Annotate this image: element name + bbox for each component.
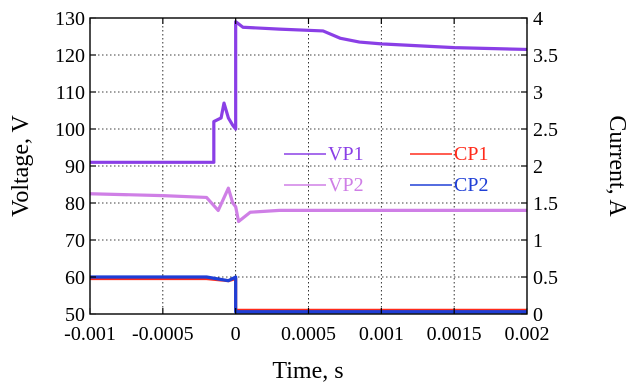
x-tick-label: 0.001 bbox=[359, 323, 404, 345]
x-tick-label: 0.0005 bbox=[281, 323, 336, 345]
series-line-vp2 bbox=[89, 186, 527, 224]
y-left-tick-label: 110 bbox=[56, 82, 85, 104]
x-tick-label: -0.0005 bbox=[132, 323, 194, 345]
y-left-tick-label: 50 bbox=[65, 304, 85, 326]
y-right-tick-label: 1 bbox=[533, 230, 543, 252]
x-tick-label: -0.001 bbox=[64, 323, 116, 345]
y-right-tick-label: 0.5 bbox=[533, 267, 558, 289]
axis-ticks bbox=[89, 17, 528, 315]
x-axis-label: Time, s bbox=[272, 358, 343, 384]
tick-labels: -0.001 -0.0005 0 0.0005 0.001 0.0015 0.002 50 60… bbox=[55, 8, 558, 345]
grid-lines bbox=[90, 18, 527, 314]
y-right-tick-label: 1.5 bbox=[533, 193, 558, 215]
y-right-tick-label: 4 bbox=[533, 8, 543, 30]
x-tick-label: 0.002 bbox=[505, 323, 550, 345]
legend-label-cp2: CP2 bbox=[454, 174, 488, 196]
x-tick-label: 0.0015 bbox=[427, 323, 482, 345]
y-left-tick-label: 130 bbox=[55, 8, 85, 30]
y-right-axis-label: Current, A bbox=[604, 115, 630, 217]
y-left-tick-label: 60 bbox=[65, 267, 85, 289]
y-right-tick-label: 0 bbox=[533, 304, 543, 326]
y-left-tick-label: 90 bbox=[65, 156, 85, 178]
legend-label-vp1: VP1 bbox=[328, 143, 364, 165]
y-left-tick-label: 100 bbox=[55, 119, 85, 141]
legend-label-vp2: VP2 bbox=[328, 174, 364, 196]
legend: VP1 VP2 CP1 CP2 bbox=[284, 143, 488, 196]
x-tick-label: 0 bbox=[231, 323, 241, 345]
y-left-tick-label: 70 bbox=[65, 230, 85, 252]
y-right-tick-label: 3 bbox=[533, 82, 543, 104]
y-right-tick-label: 3.5 bbox=[533, 45, 558, 67]
y-left-tick-label: 120 bbox=[55, 45, 85, 67]
y-left-tick-label: 80 bbox=[65, 193, 85, 215]
y-right-tick-label: 2 bbox=[533, 156, 543, 178]
y-left-axis-label: Voltage, V bbox=[8, 114, 34, 216]
legend-label-cp1: CP1 bbox=[454, 143, 488, 165]
y-right-tick-label: 2.5 bbox=[533, 119, 558, 141]
